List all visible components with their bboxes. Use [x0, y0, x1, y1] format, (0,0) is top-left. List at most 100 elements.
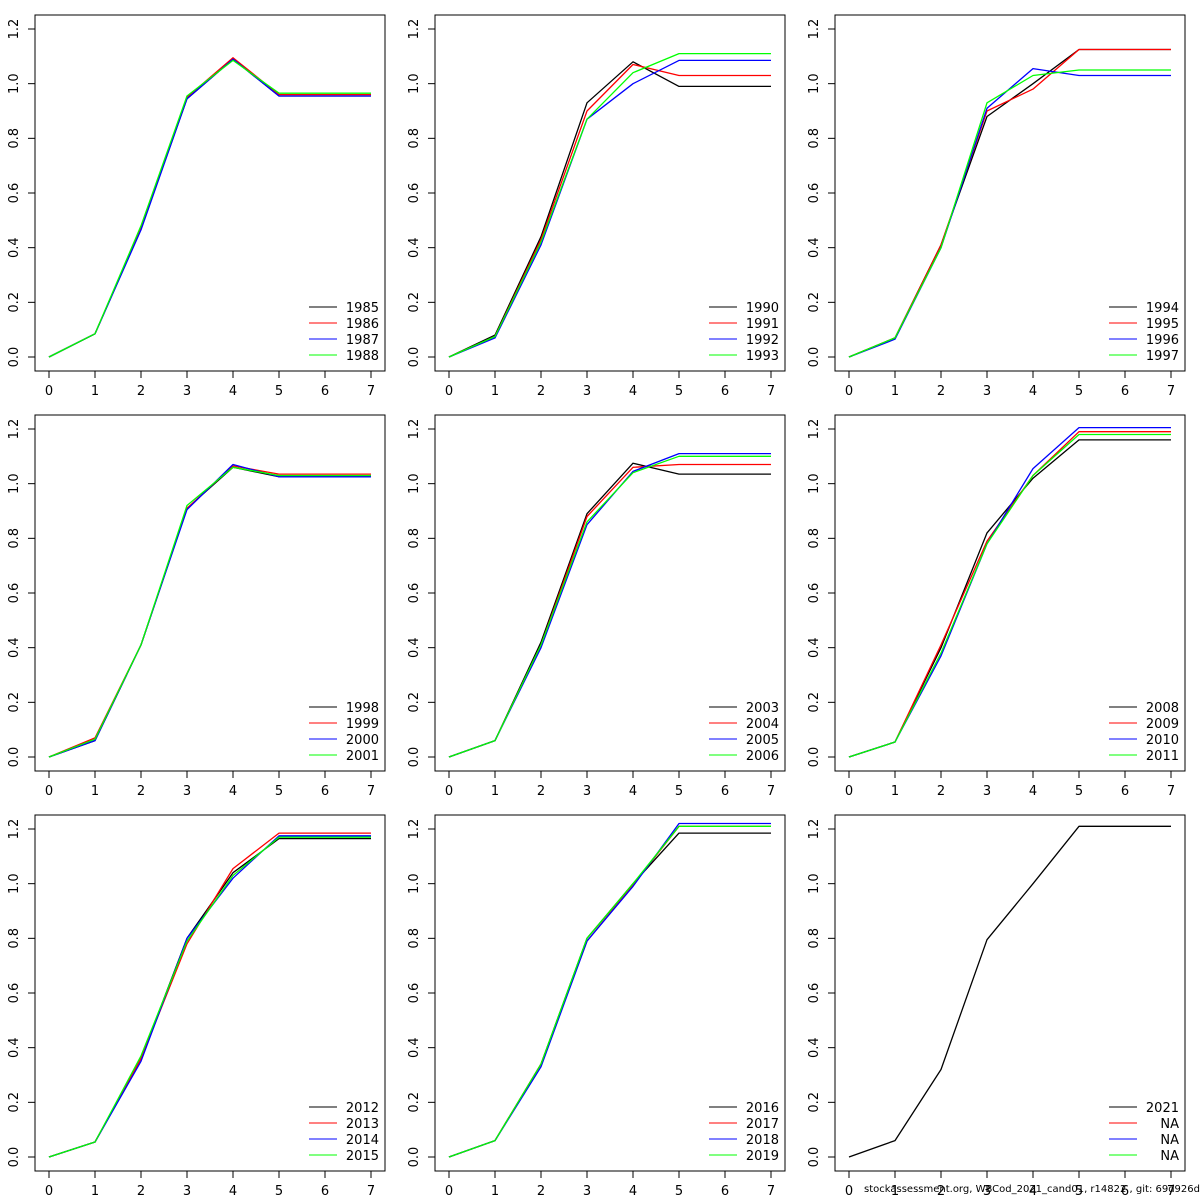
y-tick-label: 0.4 — [807, 237, 822, 258]
y-tick-label: 0.0 — [807, 347, 822, 368]
x-tick-label: 0 — [445, 1184, 453, 1199]
x-tick-label: 0 — [45, 384, 53, 399]
series-line-1992 — [448, 59, 771, 358]
y-tick-label: 0.4 — [407, 237, 422, 258]
y-tick-label: 0.4 — [807, 637, 822, 658]
series-line-2014 — [48, 835, 371, 1158]
x-tick-label: 6 — [1121, 1184, 1129, 1199]
chart-panel-8: 0 1 2 3 4 5 6 70.00.20.40.60.81.01.220162017201… — [407, 814, 786, 1199]
x-tick-label: 4 — [1029, 1184, 1037, 1199]
y-tick-label: 0.0 — [407, 347, 422, 368]
legend-label: 2003 — [746, 701, 779, 716]
y-tick-label: 0.0 — [407, 1147, 422, 1168]
plot-frame — [434, 14, 786, 372]
y-tick-label: 0.8 — [407, 528, 422, 549]
y-tick-label: 0.6 — [7, 183, 22, 204]
legend-label: 2021 — [1146, 1101, 1179, 1116]
x-tick-label: 6 — [321, 1184, 329, 1199]
series-line-2006 — [448, 455, 771, 758]
plot-frame — [834, 814, 1186, 1172]
plot-frame — [34, 414, 386, 772]
y-tick-label: 0.8 — [407, 128, 422, 149]
legend-label: 2016 — [746, 1101, 779, 1116]
x-tick-label: 6 — [1121, 384, 1129, 399]
y-tick-label: 0.0 — [7, 747, 22, 768]
x-tick-label: 5 — [1075, 784, 1083, 799]
y-tick-label: 1.0 — [407, 873, 422, 894]
y-tick-label: 1.0 — [407, 73, 422, 94]
x-tick-label: 2 — [137, 384, 145, 399]
legend-label: 1993 — [746, 349, 779, 364]
y-tick-label: 0.2 — [807, 1092, 822, 1113]
x-tick-label: 1 — [891, 784, 899, 799]
y-tick-label: 0.4 — [407, 1037, 422, 1058]
legend-label: 2008 — [1146, 701, 1179, 716]
y-tick-label: 0.6 — [407, 583, 422, 604]
y-tick-label: 1.0 — [7, 73, 22, 94]
plot-frame — [34, 14, 386, 372]
legend-label: 2006 — [746, 749, 779, 764]
x-tick-label: 0 — [445, 784, 453, 799]
series-line-1985 — [48, 58, 371, 358]
plot-frame — [834, 414, 1186, 772]
y-tick-label: 1.2 — [807, 19, 822, 40]
x-tick-label: 3 — [583, 384, 591, 399]
y-tick-label: 0.2 — [807, 692, 822, 713]
series-line-2013 — [48, 832, 371, 1158]
series-line-2015 — [48, 836, 371, 1158]
x-tick-label: 5 — [275, 384, 283, 399]
plot-frame — [834, 14, 1186, 372]
x-tick-label: 3 — [583, 1184, 591, 1199]
y-tick-label: 1.2 — [7, 419, 22, 440]
legend-label: 1998 — [346, 701, 379, 716]
x-tick-label: 0 — [845, 384, 853, 399]
series-line-2011 — [848, 433, 1171, 758]
series-line-2016 — [448, 832, 771, 1158]
x-tick-label: 0 — [45, 1184, 53, 1199]
y-tick-label: 1.0 — [7, 473, 22, 494]
x-tick-label: 7 — [767, 784, 775, 799]
chart-panel-3: 0 1 2 3 4 5 6 70.00.20.40.60.81.01.219941995199… — [807, 14, 1186, 399]
y-tick-label: 0.2 — [7, 692, 22, 713]
y-tick-label: 1.2 — [407, 419, 422, 440]
series-line-2005 — [448, 452, 771, 758]
legend-label: NA — [1160, 1133, 1179, 1148]
legend-label: 2010 — [1146, 733, 1179, 748]
footer-note: stockassessment.org, WBCod_2021_cand01, … — [864, 1184, 1200, 1195]
x-tick-label: 1 — [891, 1184, 899, 1199]
x-tick-label: 7 — [367, 784, 375, 799]
chart-panel-7: 0 1 2 3 4 5 6 70.00.20.40.60.81.01.220122013201… — [7, 814, 386, 1199]
chart-panel-5: 0 1 2 3 4 5 6 70.00.20.40.60.81.01.220032004200… — [407, 414, 786, 799]
y-tick-label: 0.2 — [807, 292, 822, 313]
legend-label: 1995 — [1146, 317, 1179, 332]
legend-label: 1997 — [1146, 349, 1179, 364]
y-tick-label: 0.4 — [7, 1037, 22, 1058]
y-tick-label: 0.6 — [807, 183, 822, 204]
x-tick-label: 3 — [983, 1184, 991, 1199]
chart-panel-1: 0 1 2 3 4 5 6 70.00.20.40.60.81.01.219851986198… — [7, 14, 386, 399]
y-tick-label: 0.0 — [807, 747, 822, 768]
y-tick-label: 0.6 — [7, 583, 22, 604]
y-tick-label: 0.0 — [407, 747, 422, 768]
x-tick-label: 2 — [137, 784, 145, 799]
y-tick-label: 0.8 — [7, 528, 22, 549]
series-line-2008 — [848, 439, 1171, 758]
series-line-2021 — [848, 825, 1171, 1158]
x-tick-label: 2 — [537, 784, 545, 799]
x-tick-label: 3 — [983, 784, 991, 799]
legend-label: 2013 — [346, 1117, 379, 1132]
legend-label: NA — [1160, 1117, 1179, 1132]
x-tick-label: 3 — [183, 384, 191, 399]
x-tick-label: 3 — [183, 784, 191, 799]
legend-label: 2009 — [1146, 717, 1179, 732]
y-tick-label: 0.8 — [807, 128, 822, 149]
series-line-1991 — [448, 63, 771, 358]
chart-panel-4: 0 1 2 3 4 5 6 70.00.20.40.60.81.01.219981999200… — [7, 414, 386, 799]
x-tick-label: 2 — [137, 1184, 145, 1199]
y-tick-label: 0.0 — [7, 1147, 22, 1168]
